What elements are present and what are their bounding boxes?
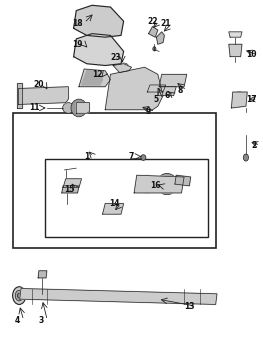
Circle shape	[114, 206, 118, 212]
Text: 23: 23	[110, 53, 121, 62]
Ellipse shape	[118, 63, 129, 72]
Text: 13: 13	[184, 302, 195, 311]
Ellipse shape	[63, 103, 74, 113]
Polygon shape	[229, 32, 242, 37]
Circle shape	[162, 78, 166, 83]
Text: 3: 3	[38, 316, 43, 325]
Text: 1: 1	[84, 152, 89, 161]
Polygon shape	[231, 92, 247, 108]
Text: 15: 15	[64, 185, 75, 194]
Circle shape	[153, 47, 156, 51]
Polygon shape	[63, 179, 82, 188]
Text: 10: 10	[246, 50, 256, 59]
Circle shape	[178, 78, 182, 83]
Polygon shape	[38, 271, 47, 278]
Polygon shape	[62, 186, 79, 193]
Polygon shape	[79, 69, 110, 87]
Polygon shape	[156, 32, 164, 44]
Polygon shape	[17, 83, 22, 108]
Polygon shape	[147, 85, 166, 92]
Polygon shape	[74, 34, 124, 65]
Text: 6: 6	[165, 91, 170, 100]
Ellipse shape	[71, 99, 87, 117]
Polygon shape	[82, 71, 103, 85]
Text: 11: 11	[29, 103, 39, 113]
Bar	[45, 159, 208, 237]
Polygon shape	[134, 175, 184, 193]
Text: 14: 14	[109, 199, 120, 208]
Polygon shape	[103, 204, 124, 214]
Circle shape	[15, 290, 23, 301]
Ellipse shape	[141, 155, 146, 160]
Ellipse shape	[138, 175, 156, 193]
Ellipse shape	[235, 91, 244, 107]
Circle shape	[17, 293, 21, 298]
Polygon shape	[76, 103, 89, 113]
Text: 8: 8	[178, 86, 183, 95]
Text: 18: 18	[72, 18, 83, 28]
Text: 22: 22	[147, 17, 158, 26]
Text: 17: 17	[246, 95, 256, 104]
Polygon shape	[229, 44, 242, 57]
Circle shape	[106, 206, 110, 212]
Text: 7: 7	[129, 152, 134, 161]
Polygon shape	[113, 64, 132, 73]
Polygon shape	[20, 289, 217, 304]
Circle shape	[13, 287, 26, 304]
Text: 4: 4	[14, 316, 20, 325]
Text: 19: 19	[72, 40, 83, 49]
Bar	[13, 113, 216, 248]
Ellipse shape	[89, 41, 110, 58]
Text: 12: 12	[92, 70, 103, 79]
Polygon shape	[159, 74, 187, 87]
Ellipse shape	[120, 78, 143, 103]
Text: 9: 9	[146, 107, 151, 116]
Text: 20: 20	[33, 80, 43, 90]
Polygon shape	[18, 87, 68, 104]
Polygon shape	[175, 175, 191, 186]
Polygon shape	[149, 27, 158, 37]
Ellipse shape	[156, 173, 178, 195]
Polygon shape	[105, 67, 163, 110]
Text: 2: 2	[251, 141, 256, 150]
Text: 5: 5	[154, 95, 159, 104]
Text: 21: 21	[160, 18, 171, 28]
Polygon shape	[74, 5, 124, 37]
Circle shape	[243, 154, 249, 161]
Ellipse shape	[93, 44, 107, 55]
Polygon shape	[158, 87, 176, 96]
Text: 16: 16	[150, 181, 160, 190]
Ellipse shape	[114, 73, 149, 108]
